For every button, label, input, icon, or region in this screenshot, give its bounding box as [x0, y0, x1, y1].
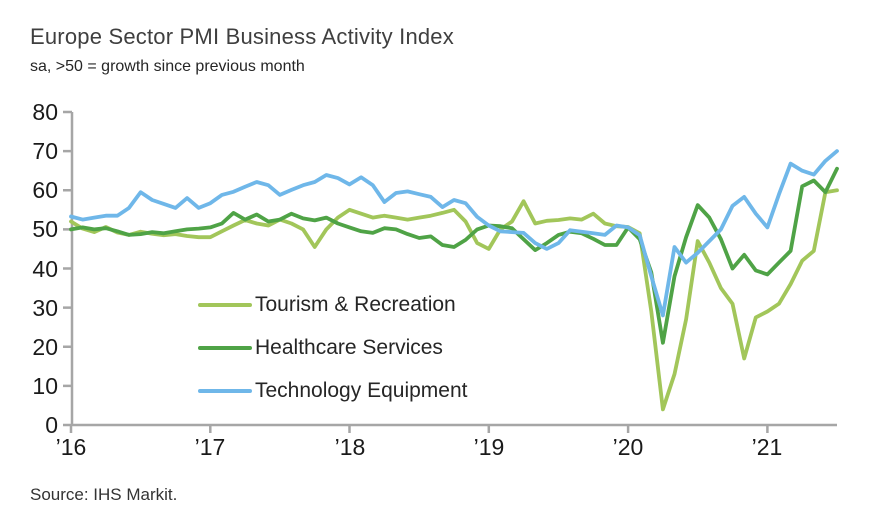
chart-title: Europe Sector PMI Business Activity Inde…: [30, 24, 454, 49]
chart-subtitle: sa, >50 = growth since previous month: [30, 58, 305, 75]
legend-label: Technology Equipment: [255, 379, 468, 402]
y-axis-label: 20: [32, 334, 58, 360]
x-axis-label: ’20: [612, 434, 644, 460]
x-axis-label: ’17: [194, 434, 226, 460]
x-axis-label: ’19: [473, 434, 505, 460]
legend-item-technology-equipment: Technology Equipment: [198, 379, 467, 403]
legend-item-healthcare-services: Healthcare Services: [198, 336, 467, 360]
y-axis-label: 30: [32, 295, 58, 321]
source-note: Source: IHS Markit.: [30, 485, 178, 504]
legend-line-swatch: [198, 389, 252, 393]
line-tourism-recreation: [69, 188, 839, 412]
axes: [63, 110, 837, 433]
chart-legend: Tourism & Recreation Healthcare Services…: [198, 293, 467, 422]
x-axis-label: ’16: [55, 434, 87, 460]
y-axis-label: 80: [32, 99, 58, 125]
line-healthcare-services: [69, 166, 839, 345]
y-axis-label: 70: [32, 138, 58, 164]
legend-label: Healthcare Services: [255, 336, 443, 359]
y-axis-label: 40: [32, 256, 58, 282]
legend-line-swatch: [198, 303, 252, 307]
y-axis-label: 50: [32, 216, 58, 242]
legend-line-swatch: [198, 346, 252, 350]
y-axis-label: 10: [32, 373, 58, 399]
y-axis-label: 60: [32, 177, 58, 203]
y-axis-label: 0: [45, 412, 58, 438]
x-axis-label: ’18: [334, 434, 366, 460]
x-axis-label: ’21: [751, 434, 783, 460]
legend-label: Tourism & Recreation: [255, 293, 456, 316]
legend-item-tourism-recreation: Tourism & Recreation: [198, 293, 467, 317]
line-technology-equipment: [69, 149, 839, 318]
